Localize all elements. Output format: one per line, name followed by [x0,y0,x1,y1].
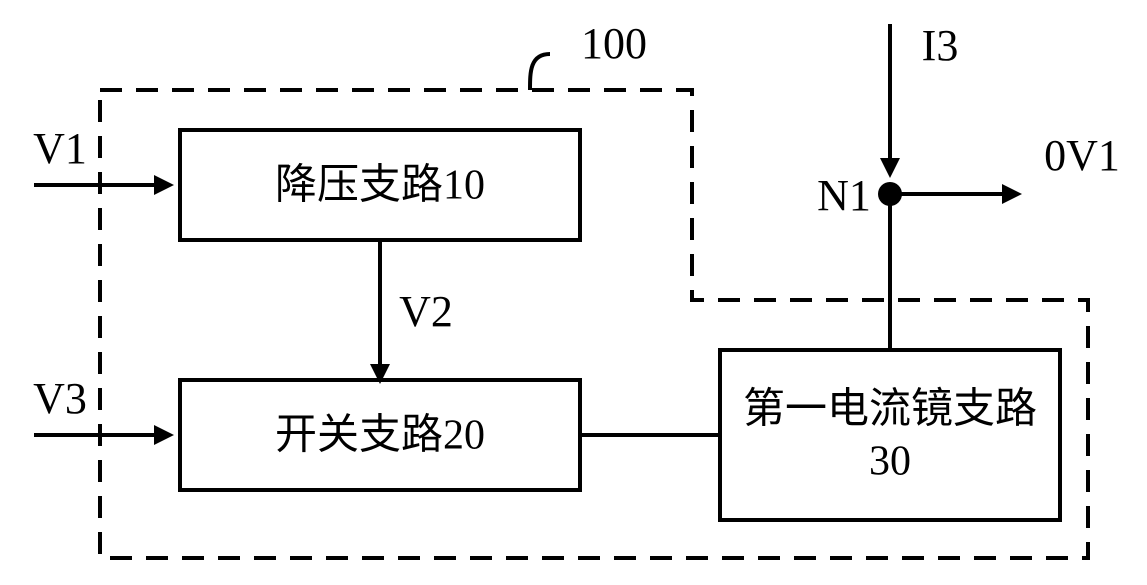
label-n1: N1 [817,171,871,220]
block-mirror-label-line1: 第一电流镜支路 [743,386,1037,433]
block-current-mirror [720,350,1060,520]
block-buck-label: 降压支路10 [275,163,485,209]
ref-label-100: 100 [581,19,647,68]
module-boundary-dashed [100,90,1088,558]
label-i3: I3 [922,21,959,70]
node-n1-dot [878,182,902,206]
label-v2: V2 [399,287,453,336]
block-mirror-label-line2: 30 [869,439,911,485]
label-ov1: 0V1 [1044,131,1120,180]
block-switch-label: 开关支路20 [275,413,485,459]
ref-hook [530,54,550,90]
label-v1: V1 [33,124,87,173]
label-v3: V3 [33,374,87,423]
